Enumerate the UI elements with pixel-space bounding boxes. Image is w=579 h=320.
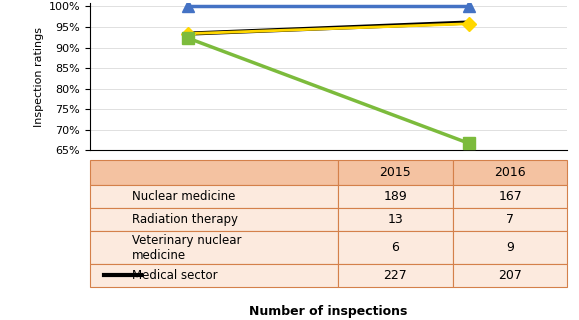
Text: 227: 227: [383, 269, 408, 282]
Text: Veterinary nuclear
medicine: Veterinary nuclear medicine: [132, 234, 241, 262]
Text: 207: 207: [498, 269, 522, 282]
Text: Number of inspections: Number of inspections: [250, 305, 408, 318]
Text: 189: 189: [383, 190, 408, 203]
Text: 6: 6: [391, 241, 400, 254]
Text: 2015: 2015: [380, 166, 411, 179]
Text: 2016: 2016: [494, 166, 526, 179]
Text: 167: 167: [498, 190, 522, 203]
Text: Radiation therapy: Radiation therapy: [132, 213, 238, 226]
Y-axis label: Inspection ratings: Inspection ratings: [34, 27, 44, 127]
Text: 9: 9: [506, 241, 514, 254]
Text: Nuclear medicine: Nuclear medicine: [132, 190, 235, 203]
Text: Medical sector: Medical sector: [132, 269, 218, 282]
Text: 7: 7: [506, 213, 514, 226]
Text: 13: 13: [387, 213, 404, 226]
